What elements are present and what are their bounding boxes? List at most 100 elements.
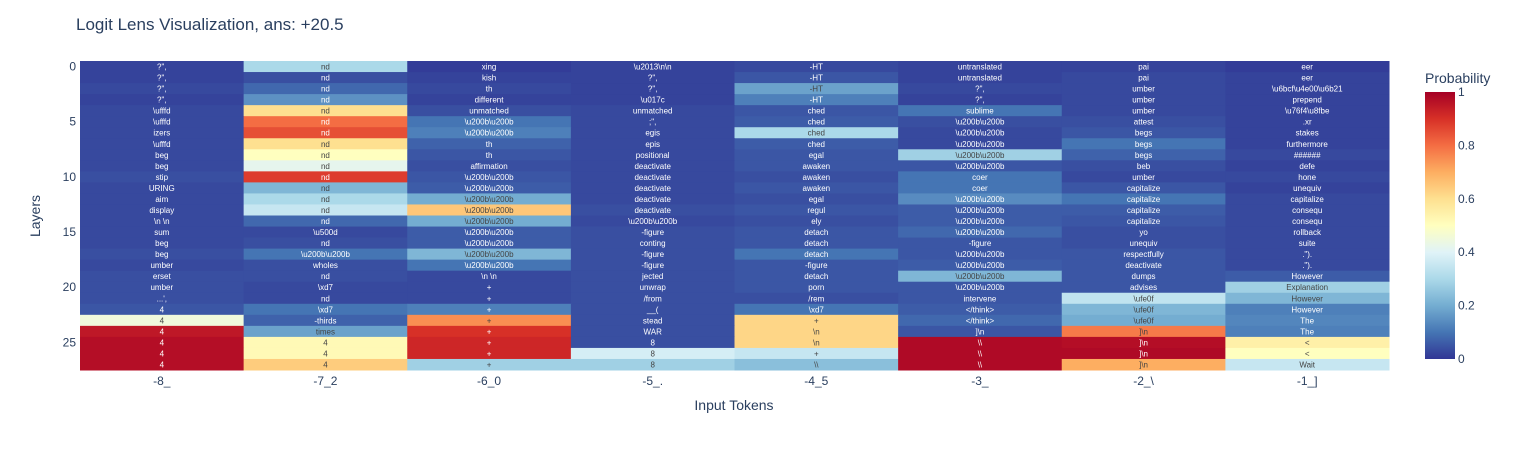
heatmap-cell bbox=[734, 171, 899, 183]
heatmap-cell-label: nd bbox=[321, 217, 330, 226]
heatmap-cell bbox=[80, 94, 245, 106]
heatmap-cell-label: ched bbox=[808, 140, 825, 149]
heatmap-cell-label: However bbox=[1291, 294, 1323, 303]
heatmap-cell-label: beg bbox=[155, 239, 168, 248]
heatmap-cell-label: nd bbox=[321, 63, 330, 72]
heatmap-cell bbox=[407, 259, 572, 272]
heatmap-cell bbox=[570, 149, 736, 161]
heatmap-cell-label: + bbox=[487, 305, 492, 314]
heatmap-cell-label: \ufe0f bbox=[1134, 294, 1155, 303]
colorbar-tick-label: 0.8 bbox=[1458, 138, 1475, 152]
heatmap-cell bbox=[734, 259, 899, 272]
heatmap-cell bbox=[407, 94, 572, 106]
heatmap-cell bbox=[570, 303, 736, 316]
heatmap-cell bbox=[407, 204, 572, 216]
heatmap-cell bbox=[243, 248, 408, 261]
heatmap-cell-label: intervene bbox=[963, 294, 996, 303]
heatmap-cell bbox=[407, 281, 572, 294]
heatmap-cell-label: pai bbox=[1138, 63, 1149, 72]
heatmap-cell-label: \\ bbox=[978, 338, 983, 347]
heatmap-cell bbox=[570, 237, 736, 250]
heatmap-cell-label: nd bbox=[321, 239, 330, 248]
heatmap-cell bbox=[570, 336, 736, 349]
heatmap-cell bbox=[407, 226, 572, 239]
heatmap-cell bbox=[1061, 193, 1226, 205]
heatmap-cell-label: hone bbox=[1298, 173, 1316, 182]
heatmap-cell-label: < bbox=[1305, 338, 1310, 347]
heatmap-cell bbox=[1061, 61, 1226, 73]
heatmap-cell bbox=[80, 182, 245, 194]
heatmap-cell bbox=[80, 138, 245, 150]
heatmap-cell-label: -figure bbox=[641, 228, 664, 237]
heatmap-cell bbox=[407, 83, 572, 95]
heatmap-cell bbox=[407, 193, 572, 205]
heatmap-cell bbox=[1225, 270, 1390, 283]
heatmap-cell-label: ?", bbox=[975, 85, 985, 94]
heatmap-cell-label: ely bbox=[811, 217, 821, 226]
heatmap-cell bbox=[570, 61, 736, 73]
heatmap-cell-label: \u200b\u200b bbox=[955, 217, 1004, 226]
heatmap-cell bbox=[243, 193, 408, 205]
heatmap-cell-label: \u6bcf\u4e00\u6b21 bbox=[1272, 85, 1343, 94]
heatmap-cell-label: -HT bbox=[810, 96, 823, 105]
heatmap-cell bbox=[243, 270, 408, 283]
heatmap-cell bbox=[570, 314, 736, 327]
heatmap-cell-label: \u200b\u200b bbox=[955, 195, 1004, 204]
heatmap-cell bbox=[734, 160, 899, 172]
heatmap-cell-label: beg bbox=[155, 162, 168, 171]
heatmap-cell-label: umber bbox=[1132, 96, 1155, 105]
y-tick-label: 15 bbox=[63, 225, 77, 239]
heatmap-cell-label: beg bbox=[155, 151, 168, 160]
heatmap-cell-label: yo bbox=[1139, 228, 1148, 237]
heatmap-cell bbox=[734, 270, 899, 283]
heatmap-cell-label: 4 bbox=[160, 316, 165, 325]
heatmap-cell-label: \u200b\u200b bbox=[465, 173, 514, 182]
heatmap-cell bbox=[734, 182, 899, 194]
heatmap-cell bbox=[80, 61, 245, 73]
heatmap-cell bbox=[1061, 215, 1226, 228]
heatmap-cell-label: consequ bbox=[1292, 206, 1322, 215]
heatmap-cell bbox=[407, 314, 572, 327]
heatmap-cell-label: \u200b\u200b bbox=[955, 261, 1004, 270]
heatmap-cell-label: 4 bbox=[160, 305, 165, 314]
heatmap-cell-label: \u200b\u200b bbox=[955, 250, 1004, 259]
heatmap-cell bbox=[1061, 292, 1226, 305]
heatmap-cell-label: display bbox=[149, 206, 174, 215]
heatmap-cell-label: + bbox=[814, 349, 819, 358]
heatmap-cell bbox=[898, 347, 1063, 360]
heatmap-cell-label: __( bbox=[646, 305, 659, 314]
heatmap-cell bbox=[80, 204, 245, 216]
heatmap-cell-label: stip bbox=[156, 173, 169, 182]
heatmap-cell bbox=[1225, 347, 1390, 360]
heatmap-cell bbox=[1225, 314, 1390, 327]
heatmap-cell bbox=[570, 94, 736, 106]
heatmap-cell bbox=[80, 292, 245, 305]
heatmap-cell bbox=[570, 248, 736, 261]
heatmap-cell-label: Explanation bbox=[1286, 283, 1328, 292]
heatmap-cell-label: + bbox=[487, 349, 492, 358]
heatmap-cell-label: nd bbox=[321, 151, 330, 160]
heatmap-cell bbox=[407, 347, 572, 360]
heatmap-cell bbox=[80, 270, 245, 283]
heatmap-cell bbox=[570, 292, 736, 305]
heatmap-cell bbox=[1061, 138, 1226, 150]
heatmap-cell-label: deactivate bbox=[634, 195, 671, 204]
heatmap-cell bbox=[407, 61, 572, 73]
heatmap-cell-label: ?", bbox=[648, 85, 658, 94]
heatmap-cell bbox=[898, 160, 1063, 172]
heatmap-cell-label: -figure bbox=[969, 239, 992, 248]
heatmap-cell bbox=[734, 248, 899, 261]
heatmap-cell bbox=[570, 116, 736, 128]
heatmap-cell bbox=[1061, 160, 1226, 172]
heatmap-cell-label: begs bbox=[1135, 140, 1152, 149]
heatmap-cell bbox=[734, 149, 899, 161]
heatmap-cell bbox=[898, 83, 1063, 95]
heatmap-cell-label: URING bbox=[149, 184, 175, 193]
heatmap-cell-label: \u200b\u200b bbox=[465, 118, 514, 127]
heatmap-cell-label: deactivate bbox=[634, 206, 671, 215]
heatmap-cell-label: \ufffd bbox=[153, 140, 171, 149]
heatmap-cell bbox=[407, 182, 572, 194]
heatmap-cell-label: ]\n bbox=[1139, 349, 1148, 358]
heatmap-cell bbox=[80, 303, 245, 316]
heatmap-cell bbox=[734, 292, 899, 305]
